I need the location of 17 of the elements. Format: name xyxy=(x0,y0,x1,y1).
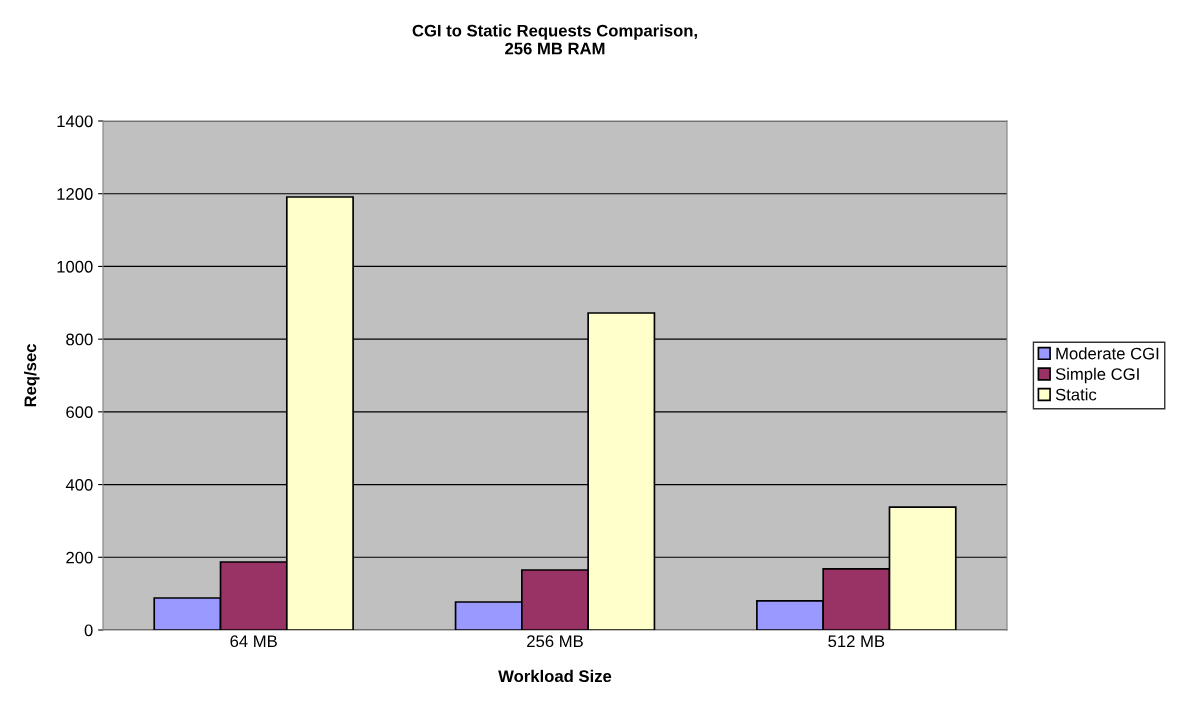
x-tick-label: 256 MB xyxy=(527,635,583,648)
y-tick-label: 0 xyxy=(84,624,93,637)
legend-label: Static xyxy=(1055,388,1097,401)
y-tick-label: 800 xyxy=(66,333,93,346)
y-tick-label: 1000 xyxy=(57,260,93,273)
chart-title: CGI to Static Requests Comparison, 256 MB RAM xyxy=(412,24,697,55)
y-tick-label: 200 xyxy=(66,551,93,564)
y-tick-label: 400 xyxy=(65,478,93,491)
y-tick-label: 600 xyxy=(66,406,93,419)
y-tick-label: 1400 xyxy=(57,115,93,128)
x-axis-title: Workload Size xyxy=(498,669,612,683)
legend-label: Simple CGI xyxy=(1055,367,1139,384)
y-tick-label: 1200 xyxy=(57,188,93,200)
legend-label: Moderate CGI xyxy=(1056,347,1159,360)
y-axis-title: Req/sec xyxy=(24,344,40,407)
x-tick-label: 512 MB xyxy=(828,635,885,648)
x-tick-label: 64 MB xyxy=(230,635,277,648)
